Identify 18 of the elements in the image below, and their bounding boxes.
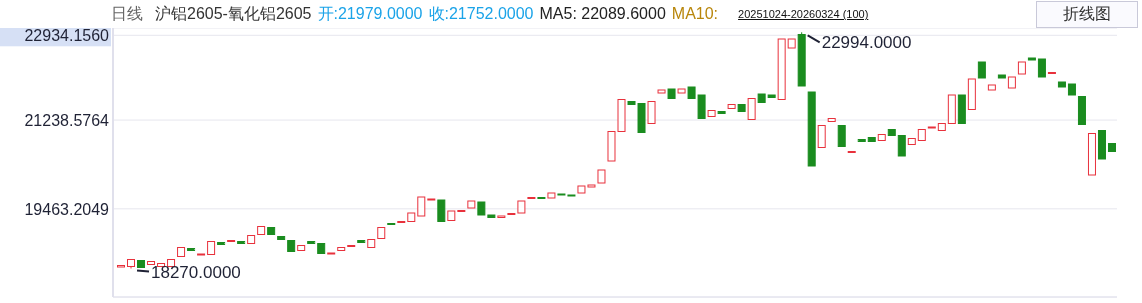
text: MA10: — [671, 5, 719, 23]
chart-title: 日线 — [111, 3, 143, 24]
text: 开:21979.0000 — [317, 3, 423, 24]
text: 20251024-20260324 (100) — [738, 8, 869, 20]
y-tick-label: 21238.5764 — [24, 112, 110, 130]
y-tick-label: 22934.1560 — [24, 27, 110, 45]
candlestick — [817, 125, 826, 148]
chart-subtitle: 沪铝2605-氧化铝2605 — [155, 3, 312, 24]
text: 收:21752.0000 — [428, 3, 534, 24]
text: MA5: 22089.6000 — [539, 5, 666, 23]
candlestick — [897, 135, 906, 157]
y-tick-label: 19463.2049 — [24, 200, 110, 218]
candlestick — [747, 98, 756, 120]
candlestick — [837, 125, 846, 147]
candlestick — [437, 199, 446, 222]
candlestick — [417, 196, 426, 217]
candlestick — [647, 101, 656, 124]
text: 折线图 — [1036, 0, 1138, 28]
